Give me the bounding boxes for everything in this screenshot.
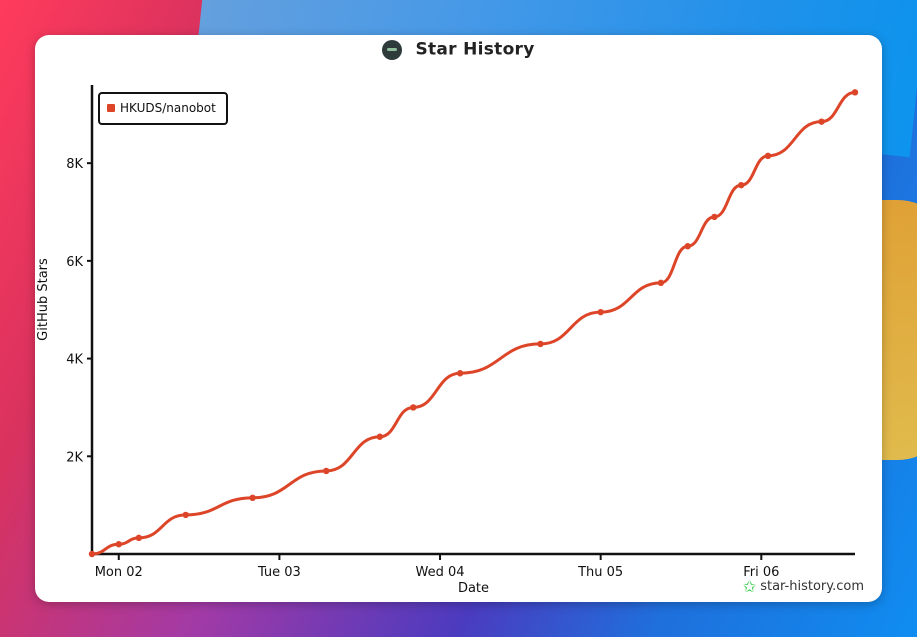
star-outline-icon: ✩ <box>742 577 757 596</box>
y-ticks: 2K 4K 6K 8K <box>66 157 92 465</box>
data-point <box>135 534 143 542</box>
data-point <box>323 467 330 475</box>
watermark[interactable]: ✩ star-history.com <box>743 577 864 596</box>
axes <box>90 85 855 556</box>
data-point <box>249 494 256 502</box>
x-axis-label: Date <box>458 581 489 596</box>
chart-header: Star History <box>35 39 882 67</box>
data-point <box>376 433 383 440</box>
data-point <box>684 243 691 250</box>
data-point <box>851 89 859 96</box>
data-point <box>818 118 825 125</box>
x-tick-label: Wed 04 <box>416 565 465 580</box>
y-tick-label: 2K <box>66 450 83 465</box>
chart-title: Star History <box>415 39 535 60</box>
series-layer <box>88 89 859 558</box>
x-tick-label: Tue 03 <box>257 565 301 580</box>
data-point <box>597 308 604 316</box>
x-ticks: Mon 02 Tue 03 Wed 04 Thu 05 Fri 06 <box>95 554 779 580</box>
series-line <box>90 90 857 556</box>
legend: HKUDS/nanobot <box>98 92 228 125</box>
data-point <box>657 279 665 287</box>
data-point <box>711 213 718 221</box>
data-point <box>537 340 544 348</box>
x-tick-label: Fri 06 <box>743 565 779 580</box>
data-point <box>764 152 772 160</box>
data-point <box>182 511 189 519</box>
y-axis-label: GitHub Stars <box>36 258 51 341</box>
data-point <box>738 181 745 189</box>
legend-swatch <box>107 104 115 112</box>
chart-card: Star History 2K 4K 6K 8K Mon 02 Tue 03 Wed 04… <box>35 35 882 602</box>
data-point <box>88 550 96 558</box>
data-point <box>115 541 122 548</box>
x-tick-label: Thu 05 <box>577 565 623 580</box>
y-tick-label: 6K <box>66 255 83 270</box>
legend-label: HKUDS/nanobot <box>120 101 216 115</box>
legend-box <box>98 92 228 125</box>
y-tick-label: 4K <box>66 353 83 368</box>
data-point <box>410 404 417 411</box>
x-tick-label: Mon 02 <box>95 565 143 580</box>
y-tick-label: 8K <box>66 157 83 172</box>
data-point <box>456 370 464 377</box>
star-history-logo-icon <box>382 39 403 60</box>
watermark-text: star-history.com <box>760 579 864 594</box>
